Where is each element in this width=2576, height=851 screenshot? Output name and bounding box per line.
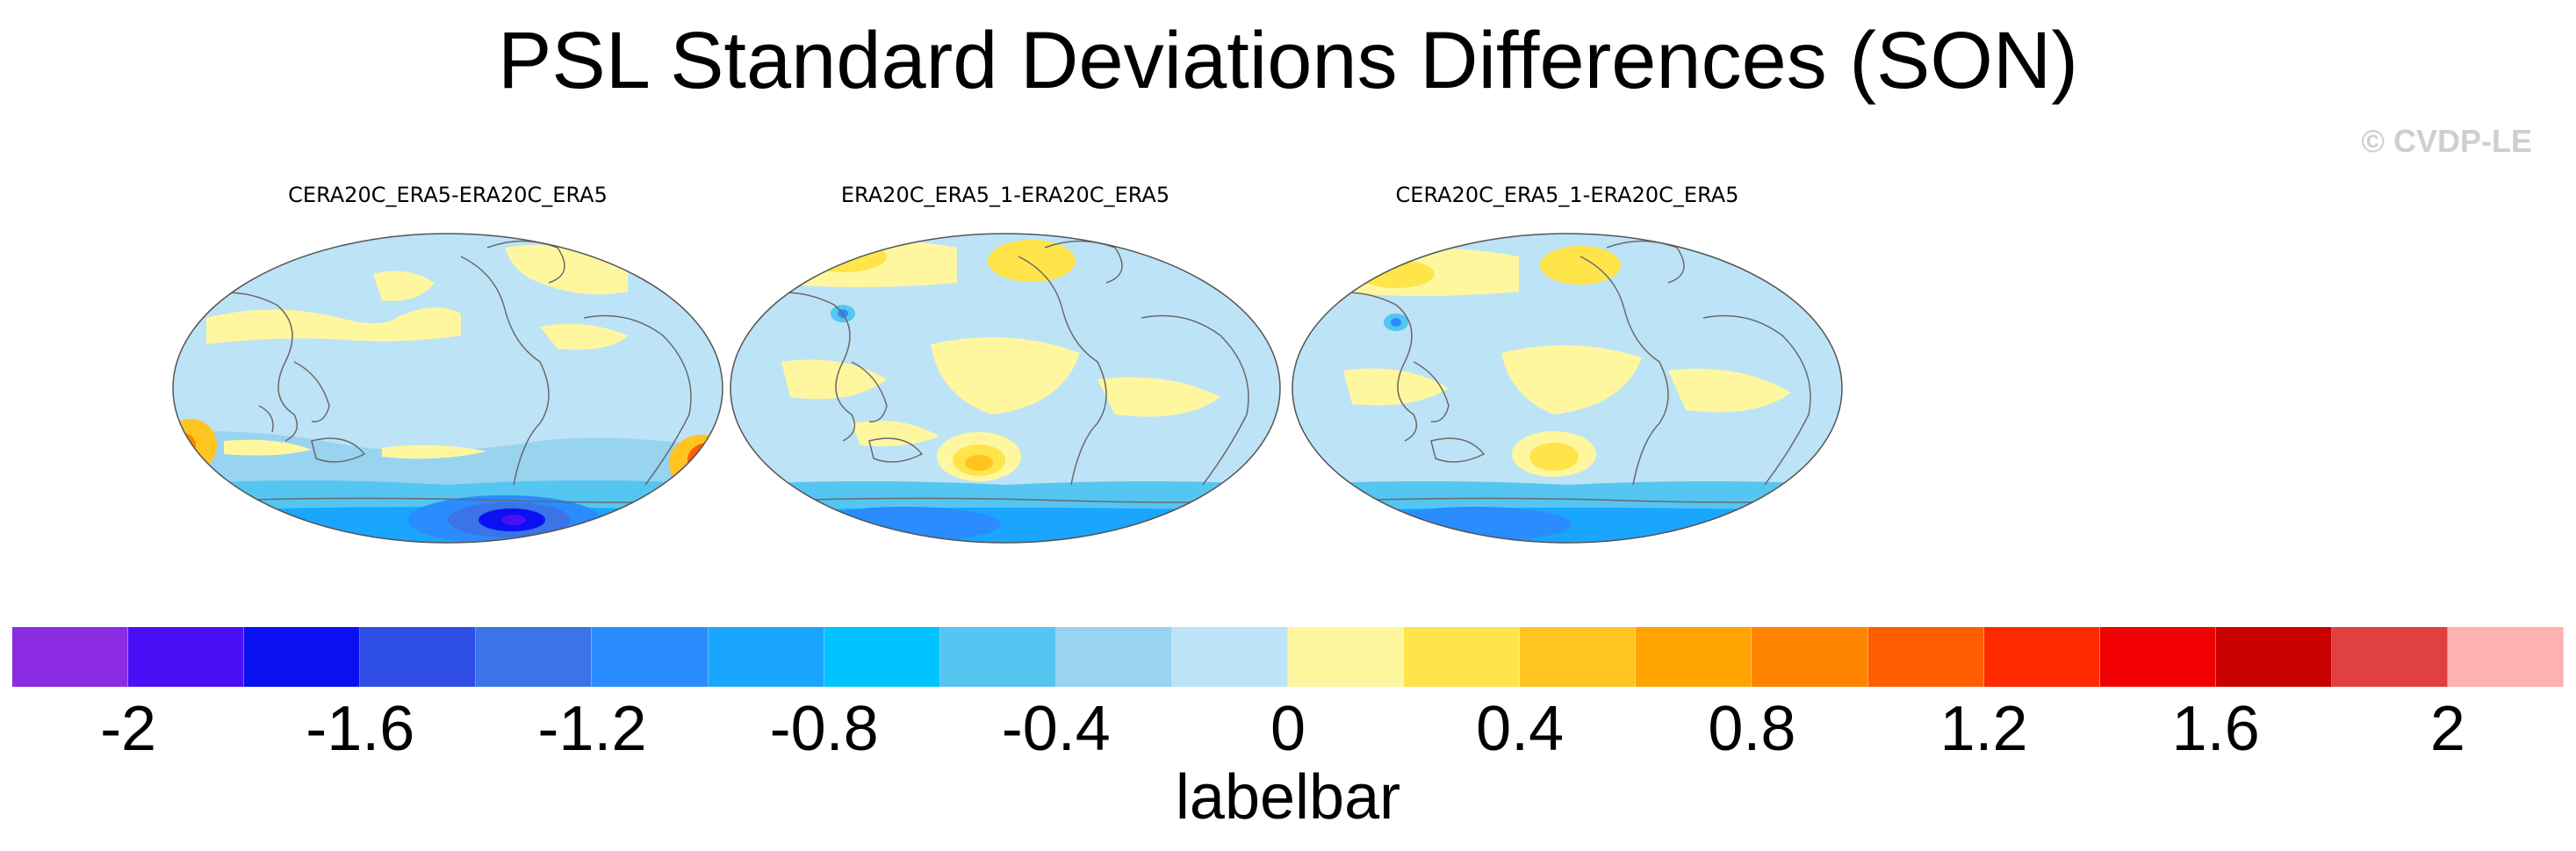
colorbar-swatch — [476, 627, 593, 687]
map-plot — [172, 233, 723, 544]
map-panel-title: ERA20C_ERA5_1-ERA20C_ERA5 — [840, 183, 1170, 207]
map-panel-title: CERA20C_ERA5-ERA20C_ERA5 — [288, 183, 608, 207]
colorbar-swatch — [1055, 627, 1172, 687]
colorbar-tick-label: 2 — [2429, 694, 2465, 764]
colorbar-tick-label: 0.8 — [1708, 694, 1796, 764]
colorbar-swatch — [708, 627, 824, 687]
colorbar-swatch — [244, 627, 361, 687]
watermark: © CVDP-LE — [2361, 123, 2532, 159]
colorbar-swatch — [12, 627, 129, 687]
colorbar-label: labelbar — [1175, 762, 1401, 833]
colorbar-swatch — [1171, 627, 1289, 687]
colorbar-tick-label: -2 — [100, 694, 157, 764]
map-panel-1: CERA20C_ERA5-ERA20C_ERA5 — [171, 176, 724, 562]
colorbar-tick-label: 1.2 — [1939, 694, 2028, 764]
map-plot — [1292, 233, 1843, 544]
colorbar-swatch — [1636, 627, 1752, 687]
colorbar-swatch — [128, 627, 245, 687]
colorbar-swatch — [360, 627, 477, 687]
colorbar-swatch — [1288, 627, 1405, 687]
map-panel-3: CERA20C_ERA5_1-ERA20C_ERA5 — [1291, 176, 1844, 562]
map-panel-title: CERA20C_ERA5_1-ERA20C_ERA5 — [1395, 183, 1739, 207]
colorbar-swatch — [824, 627, 940, 687]
colorbar-swatch — [1752, 627, 1868, 687]
colorbar-swatch — [1520, 627, 1637, 687]
colorbar-tick-label: -1.6 — [306, 694, 415, 764]
colorbar-swatch — [2331, 627, 2448, 687]
colorbar-swatch — [939, 627, 1056, 687]
colorbar — [12, 627, 2565, 687]
colorbar-swatch — [2215, 627, 2332, 687]
colorbar-swatch — [1983, 627, 2100, 687]
colorbar-tick-label: -0.8 — [769, 694, 879, 764]
colorbar-tick-label: -0.4 — [1001, 694, 1111, 764]
colorbar-swatch — [2099, 627, 2216, 687]
colorbar-tick-label: -1.2 — [537, 694, 647, 764]
map-plot — [730, 233, 1281, 544]
colorbar-swatch — [1404, 627, 1521, 687]
colorbar-tick-label: 0.4 — [1476, 694, 1565, 764]
colorbar-swatch — [2447, 627, 2565, 687]
colorbar-tick-label: 1.6 — [2171, 694, 2260, 764]
map-panel-2: ERA20C_ERA5_1-ERA20C_ERA5 — [729, 176, 1282, 562]
colorbar-swatch — [1867, 627, 1984, 687]
colorbar-swatch — [592, 627, 709, 687]
figure-title: PSL Standard Deviations Differences (SON… — [498, 16, 2078, 105]
colorbar-tick-label: 0 — [1270, 694, 1306, 764]
